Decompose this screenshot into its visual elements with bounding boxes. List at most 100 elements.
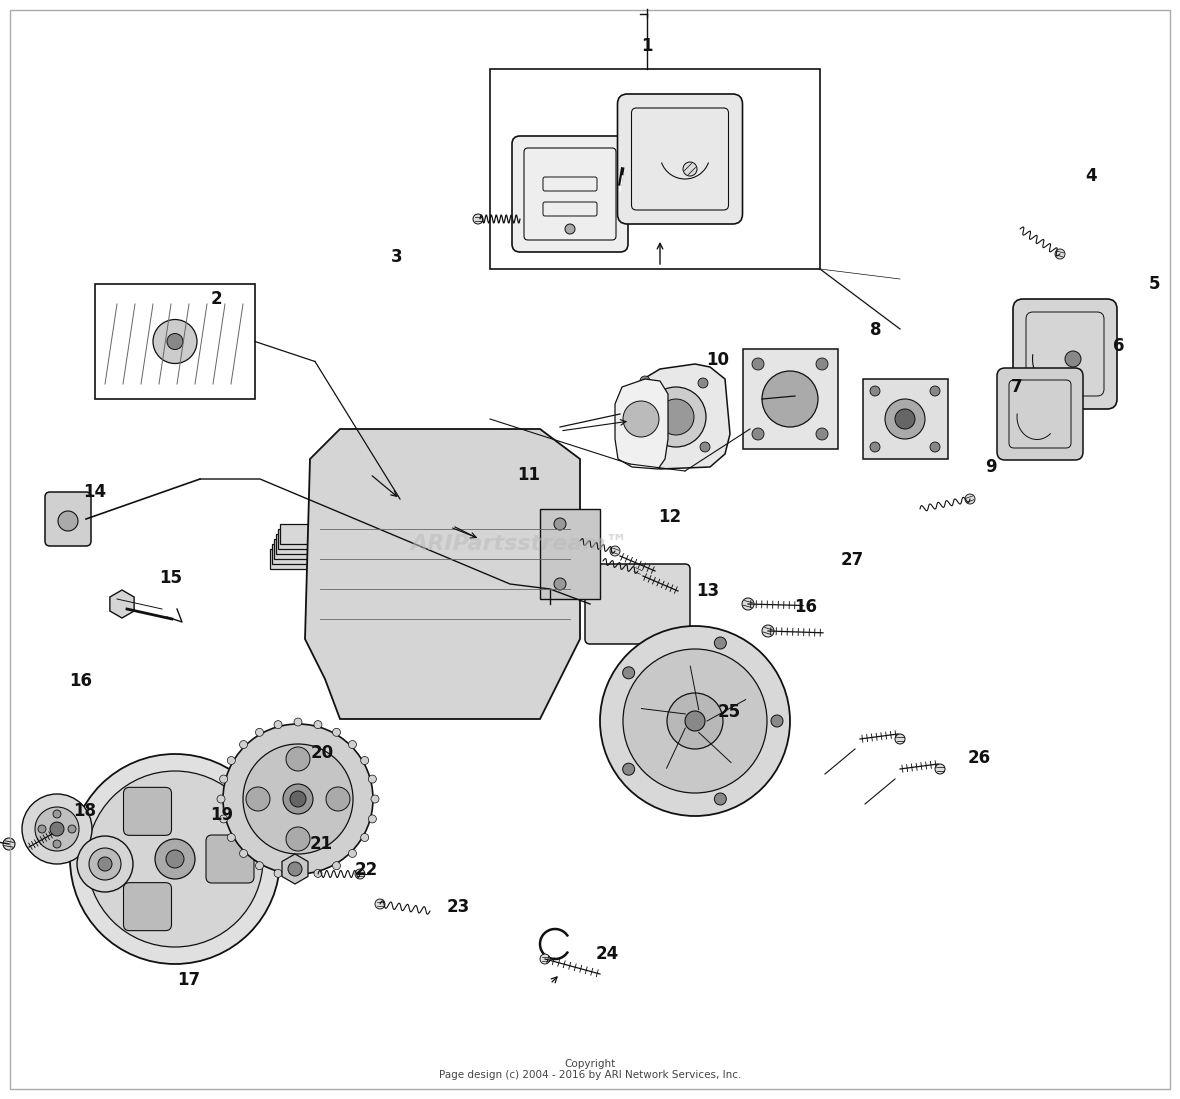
Polygon shape bbox=[282, 854, 308, 884]
Circle shape bbox=[930, 386, 940, 396]
Text: 19: 19 bbox=[210, 807, 234, 824]
Text: 16: 16 bbox=[794, 598, 818, 615]
Circle shape bbox=[245, 787, 270, 811]
Text: 24: 24 bbox=[596, 945, 620, 963]
FancyBboxPatch shape bbox=[617, 95, 742, 224]
Circle shape bbox=[58, 511, 78, 531]
Circle shape bbox=[714, 637, 727, 650]
FancyBboxPatch shape bbox=[512, 136, 628, 252]
Circle shape bbox=[22, 793, 92, 864]
Text: 6: 6 bbox=[1113, 337, 1125, 355]
Circle shape bbox=[290, 791, 306, 807]
Text: 8: 8 bbox=[870, 321, 881, 338]
Circle shape bbox=[240, 850, 248, 857]
Text: 7: 7 bbox=[1011, 378, 1023, 396]
Circle shape bbox=[885, 399, 925, 439]
FancyBboxPatch shape bbox=[206, 835, 254, 882]
Circle shape bbox=[219, 775, 228, 784]
Circle shape bbox=[38, 825, 46, 833]
Circle shape bbox=[333, 862, 341, 869]
Text: 21: 21 bbox=[309, 835, 333, 853]
Circle shape bbox=[599, 626, 789, 815]
Circle shape bbox=[752, 428, 763, 440]
Text: 3: 3 bbox=[391, 248, 402, 266]
Circle shape bbox=[683, 162, 697, 176]
Circle shape bbox=[361, 833, 368, 842]
Polygon shape bbox=[625, 364, 730, 469]
Circle shape bbox=[228, 756, 235, 765]
Text: 22: 22 bbox=[354, 862, 378, 879]
Ellipse shape bbox=[470, 550, 498, 582]
Bar bbox=[280, 524, 330, 544]
Circle shape bbox=[686, 711, 704, 731]
Text: Copyright
Page design (c) 2004 - 2016 by ARI Network Services, Inc.: Copyright Page design (c) 2004 - 2016 by… bbox=[439, 1058, 741, 1080]
Circle shape bbox=[667, 693, 723, 750]
Circle shape bbox=[894, 409, 915, 429]
Circle shape bbox=[699, 378, 708, 388]
Circle shape bbox=[371, 795, 379, 803]
Bar bbox=[540, 509, 599, 599]
Circle shape bbox=[98, 857, 112, 872]
Circle shape bbox=[256, 729, 263, 736]
Text: 27: 27 bbox=[840, 552, 864, 569]
Text: 20: 20 bbox=[310, 744, 334, 762]
Circle shape bbox=[623, 667, 635, 679]
Polygon shape bbox=[304, 429, 581, 719]
Circle shape bbox=[762, 625, 774, 637]
Circle shape bbox=[294, 718, 302, 726]
Circle shape bbox=[88, 848, 122, 880]
FancyBboxPatch shape bbox=[124, 882, 171, 931]
Bar bbox=[276, 534, 332, 554]
Circle shape bbox=[243, 744, 353, 854]
Bar bbox=[490, 69, 820, 269]
FancyBboxPatch shape bbox=[1012, 299, 1117, 409]
Bar bbox=[742, 349, 838, 449]
Text: 4: 4 bbox=[1086, 167, 1097, 185]
Text: 23: 23 bbox=[446, 898, 470, 915]
Circle shape bbox=[286, 747, 310, 771]
Circle shape bbox=[228, 833, 235, 842]
Bar bbox=[278, 529, 332, 550]
Circle shape bbox=[274, 721, 282, 729]
Text: 14: 14 bbox=[83, 484, 106, 501]
Circle shape bbox=[817, 358, 828, 370]
Circle shape bbox=[742, 598, 754, 610]
Circle shape bbox=[288, 862, 302, 876]
Circle shape bbox=[368, 815, 376, 823]
Circle shape bbox=[4, 839, 15, 850]
Circle shape bbox=[632, 566, 643, 576]
Text: 15: 15 bbox=[159, 569, 183, 587]
Circle shape bbox=[283, 784, 313, 814]
Circle shape bbox=[473, 214, 483, 224]
Circle shape bbox=[77, 836, 133, 892]
Circle shape bbox=[935, 764, 945, 774]
Circle shape bbox=[240, 741, 248, 748]
Circle shape bbox=[640, 376, 650, 386]
Circle shape bbox=[553, 518, 566, 530]
Text: ARIPartsstream™: ARIPartsstream™ bbox=[411, 534, 628, 554]
Circle shape bbox=[219, 815, 228, 823]
Circle shape bbox=[256, 862, 263, 869]
Circle shape bbox=[930, 442, 940, 452]
Circle shape bbox=[70, 754, 280, 964]
Text: 1: 1 bbox=[641, 37, 653, 55]
Circle shape bbox=[53, 810, 61, 818]
Circle shape bbox=[375, 899, 385, 909]
FancyBboxPatch shape bbox=[124, 787, 171, 835]
Circle shape bbox=[894, 734, 905, 744]
Circle shape bbox=[771, 715, 784, 728]
Circle shape bbox=[565, 224, 575, 234]
Circle shape bbox=[361, 756, 368, 765]
Bar bbox=[273, 544, 334, 564]
Text: 16: 16 bbox=[68, 673, 92, 690]
Circle shape bbox=[643, 446, 653, 456]
Text: 9: 9 bbox=[985, 458, 997, 476]
Text: 5: 5 bbox=[1148, 275, 1160, 292]
Circle shape bbox=[87, 771, 263, 947]
Text: 26: 26 bbox=[968, 750, 991, 767]
Circle shape bbox=[368, 775, 376, 784]
FancyBboxPatch shape bbox=[585, 564, 690, 644]
Circle shape bbox=[762, 371, 818, 428]
Text: 25: 25 bbox=[717, 703, 741, 721]
Circle shape bbox=[68, 825, 76, 833]
